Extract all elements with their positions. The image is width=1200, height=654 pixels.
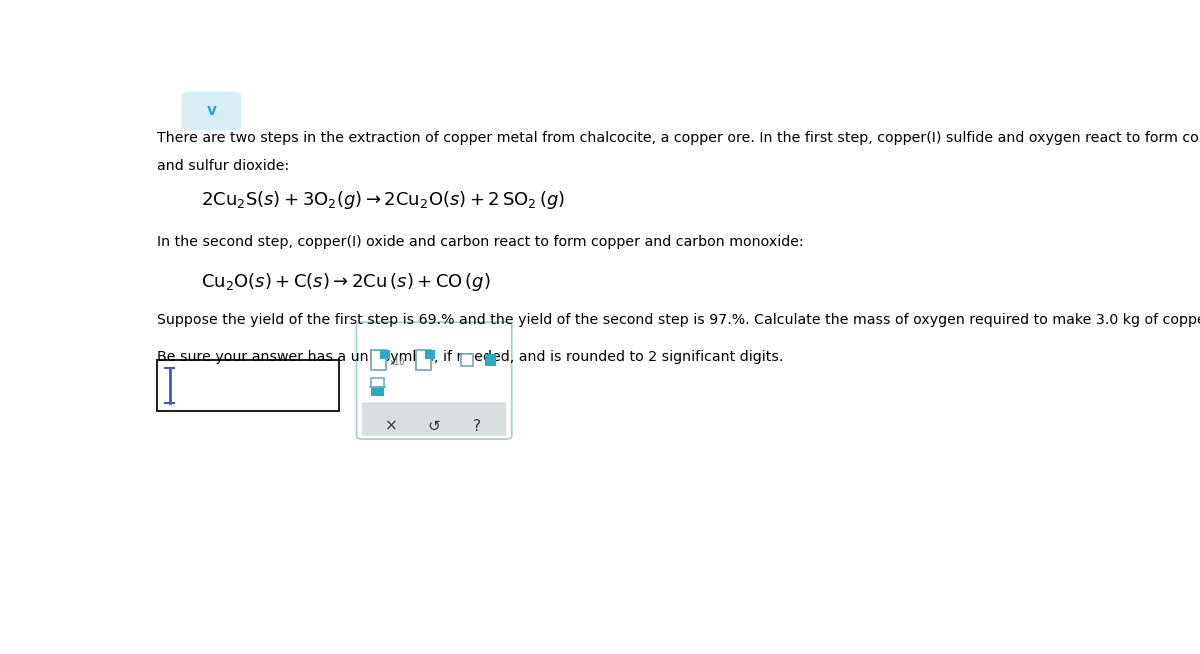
Bar xyxy=(371,388,384,396)
Text: Be sure your answer has a unit symbol, if needed, and is rounded to 2 significan: Be sure your answer has a unit symbol, i… xyxy=(157,351,784,364)
Bar xyxy=(371,351,386,370)
Text: $\mathrm{Cu_2O}(s) + \mathrm{C}(s) \rightarrow 2\mathrm{Cu}\,(s) + \mathrm{CO}\,: $\mathrm{Cu_2O}(s) + \mathrm{C}(s) \righ… xyxy=(202,271,491,294)
Bar xyxy=(371,378,384,387)
Bar xyxy=(485,354,496,366)
Text: ·: · xyxy=(476,353,480,366)
FancyBboxPatch shape xyxy=(356,322,511,439)
Bar xyxy=(380,351,390,359)
FancyBboxPatch shape xyxy=(181,92,241,130)
Text: ×: × xyxy=(384,419,397,434)
Text: Suppose the yield of the first step is 69.% and the yield of the second step is : Suppose the yield of the first step is 6… xyxy=(157,313,1200,326)
Text: x10: x10 xyxy=(390,358,406,367)
Bar xyxy=(425,351,434,359)
Text: There are two steps in the extraction of copper metal from chalcocite, a copper : There are two steps in the extraction of… xyxy=(157,131,1200,145)
Text: v: v xyxy=(206,103,216,118)
FancyBboxPatch shape xyxy=(362,402,506,436)
Text: $2\mathrm{Cu_2S}(s) + 3\mathrm{O_2}(g) \rightarrow 2\mathrm{Cu_2O}(s) + 2\,\math: $2\mathrm{Cu_2S}(s) + 3\mathrm{O_2}(g) \… xyxy=(202,189,565,211)
Bar xyxy=(462,354,473,366)
Bar xyxy=(157,360,338,411)
Text: In the second step, copper(I) oxide and carbon react to form copper and carbon m: In the second step, copper(I) oxide and … xyxy=(157,235,804,249)
Bar xyxy=(416,351,431,370)
Text: and sulfur dioxide:: and sulfur dioxide: xyxy=(157,159,289,173)
Text: ?: ? xyxy=(473,419,481,434)
Text: ↺: ↺ xyxy=(427,419,440,434)
